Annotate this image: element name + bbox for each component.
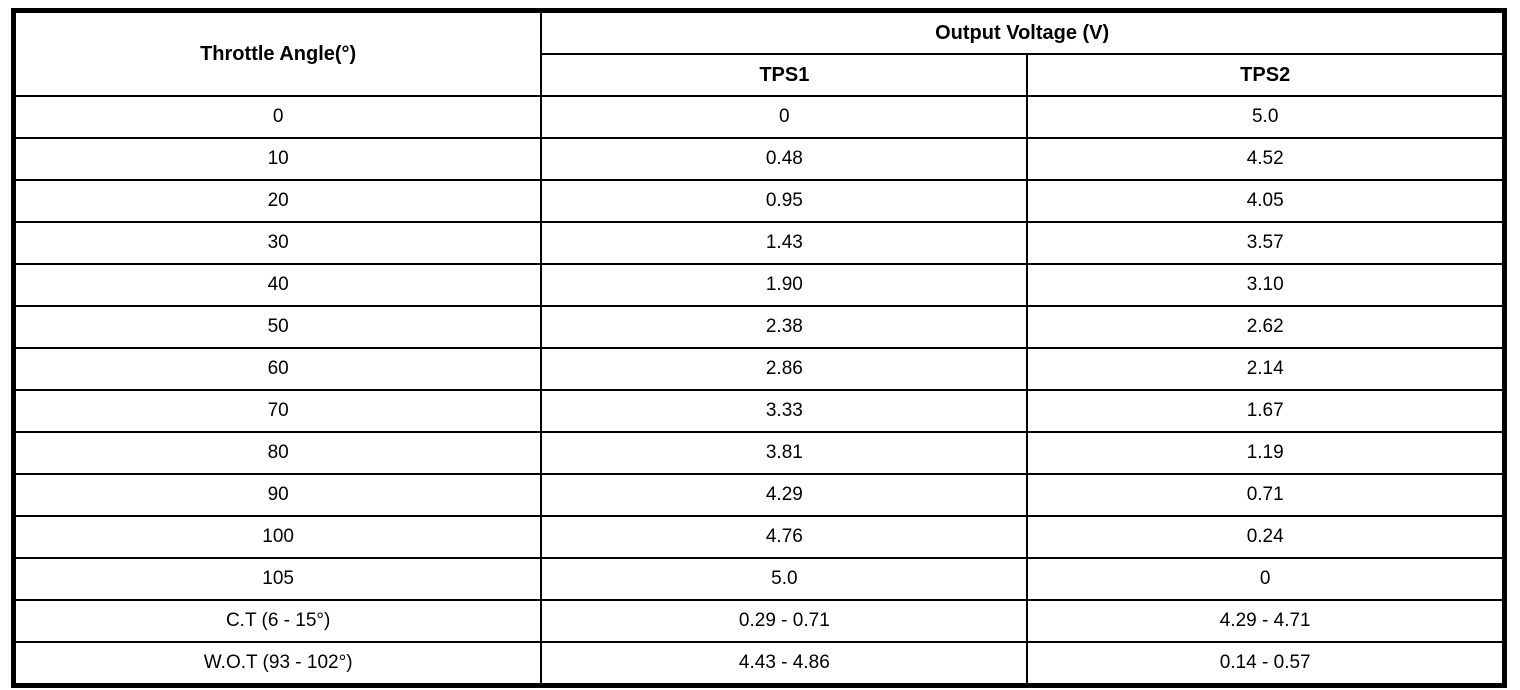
cell-tps1-voltage: 4.29 (540, 473, 1029, 517)
tps2-header: TPS2 (1026, 53, 1506, 97)
table-row: 60 2.86 2.14 (12, 347, 1506, 391)
cell-tps2-voltage: 2.14 (1026, 347, 1506, 391)
table-row: 30 1.43 3.57 (12, 221, 1506, 265)
cell-throttle-angle: W.O.T (93 - 102°) (12, 641, 543, 687)
cell-throttle-angle: 10 (12, 137, 543, 181)
cell-tps1-voltage: 3.33 (540, 389, 1029, 433)
cell-throttle-angle: 40 (12, 263, 543, 307)
cell-throttle-angle: C.T (6 - 15°) (12, 599, 543, 643)
cell-tps2-voltage: 2.62 (1026, 305, 1506, 349)
cell-throttle-angle: 60 (12, 347, 543, 391)
cell-tps2-voltage: 0.14 - 0.57 (1026, 641, 1506, 687)
header-row-group: Throttle Angle(°) Output Voltage (V) (12, 9, 1506, 97)
cell-tps2-voltage: 3.10 (1026, 263, 1506, 307)
table-row: 70 3.33 1.67 (12, 389, 1506, 433)
table-row: 40 1.90 3.10 (12, 263, 1506, 307)
cell-throttle-angle: 105 (12, 557, 543, 601)
header-row-sub: TPS1 TPS2 (14, 53, 1506, 97)
cell-throttle-angle: 50 (12, 305, 543, 349)
cell-throttle-angle: 30 (12, 221, 543, 265)
cell-throttle-angle: 80 (12, 431, 543, 475)
table-row: 50 2.38 2.62 (12, 305, 1506, 349)
cell-throttle-angle: 100 (12, 515, 543, 559)
table-row: 80 3.81 1.19 (12, 431, 1506, 475)
cell-tps2-voltage: 1.19 (1026, 431, 1506, 475)
table-row: 105 5.0 0 (12, 557, 1506, 601)
cell-throttle-angle: 0 (12, 95, 543, 139)
table-row: 100 4.76 0.24 (12, 515, 1506, 559)
table-row: W.O.T (93 - 102°) 4.43 - 4.86 0.14 - 0.57 (12, 641, 1506, 687)
table-row: 0 0 5.0 (12, 95, 1506, 139)
cell-throttle-angle: 70 (12, 389, 543, 433)
cell-tps1-voltage: 3.81 (540, 431, 1029, 475)
cell-tps2-voltage: 0.24 (1026, 515, 1506, 559)
cell-tps2-voltage: 1.67 (1026, 389, 1506, 433)
throttle-voltage-table: Throttle Angle(°) Output Voltage (V) TPS… (11, 8, 1507, 688)
cell-tps1-voltage: 4.43 - 4.86 (540, 641, 1029, 687)
cell-tps2-voltage: 3.57 (1026, 221, 1506, 265)
table-row: 90 4.29 0.71 (12, 473, 1506, 517)
cell-throttle-angle: 20 (12, 179, 543, 223)
cell-tps1-voltage: 0.29 - 0.71 (540, 599, 1029, 643)
cell-tps2-voltage: 4.05 (1026, 179, 1506, 223)
cell-tps1-voltage: 4.76 (540, 515, 1029, 559)
cell-tps1-voltage: 1.90 (540, 263, 1029, 307)
throttle-angle-header: Throttle Angle(°) (12, 9, 543, 97)
cell-tps1-voltage: 1.43 (540, 221, 1029, 265)
table-body: 0 0 5.0 10 0.48 4.52 20 0.95 4.05 30 1.43 3.57 40 1.9… (12, 95, 1506, 687)
cell-tps1-voltage: 5.0 (540, 557, 1029, 601)
cell-tps2-voltage: 0 (1026, 557, 1506, 601)
cell-throttle-angle: 90 (12, 473, 543, 517)
cell-tps1-voltage: 2.38 (540, 305, 1029, 349)
cell-tps2-voltage: 0.71 (1026, 473, 1506, 517)
cell-tps1-voltage: 0.48 (540, 137, 1029, 181)
tps1-header: TPS1 (540, 53, 1029, 97)
table-header: Throttle Angle(°) Output Voltage (V) TPS… (12, 9, 1506, 97)
table-row: 10 0.48 4.52 (12, 137, 1506, 181)
table-row: 20 0.95 4.05 (12, 179, 1506, 223)
table-row: C.T (6 - 15°) 0.29 - 0.71 4.29 - 4.71 (12, 599, 1506, 643)
cell-tps1-voltage: 2.86 (540, 347, 1029, 391)
cell-tps1-voltage: 0 (540, 95, 1029, 139)
output-voltage-group-header: Output Voltage (V) (540, 9, 1506, 55)
cell-tps2-voltage: 5.0 (1026, 95, 1506, 139)
cell-tps1-voltage: 0.95 (540, 179, 1029, 223)
cell-tps2-voltage: 4.29 - 4.71 (1026, 599, 1506, 643)
cell-tps2-voltage: 4.52 (1026, 137, 1506, 181)
